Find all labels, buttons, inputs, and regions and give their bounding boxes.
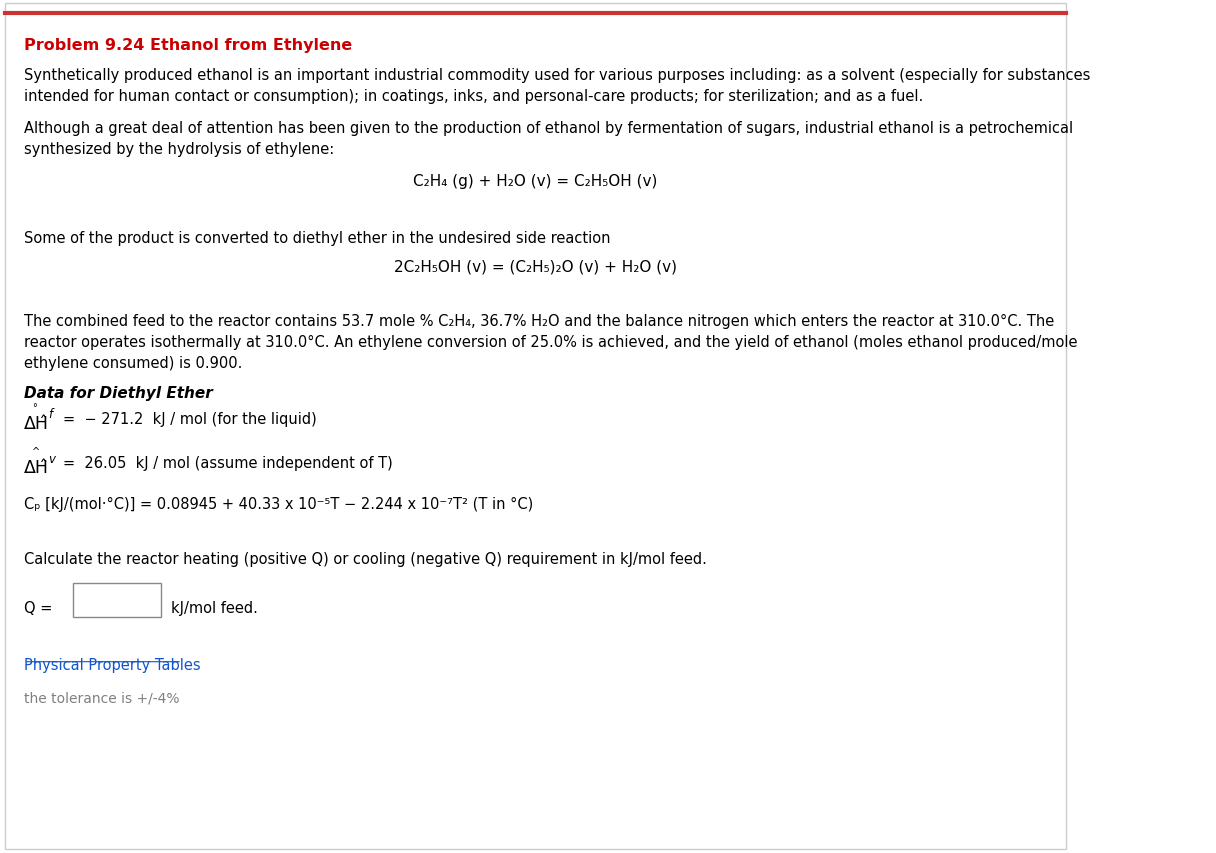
Text: ^: ^ xyxy=(32,447,40,457)
Text: ΔĤ: ΔĤ xyxy=(23,415,49,432)
Text: kJ/mol feed.: kJ/mol feed. xyxy=(171,601,258,616)
Text: =  26.05  kJ / mol (assume independent of T): = 26.05 kJ / mol (assume independent of … xyxy=(63,456,393,471)
Text: Physical Property Tables: Physical Property Tables xyxy=(23,657,201,672)
Text: the tolerance is +/-4%: the tolerance is +/-4% xyxy=(23,691,179,705)
Text: Although a great deal of attention has been given to the production of ethanol b: Although a great deal of attention has b… xyxy=(23,121,1073,157)
Text: ΔĤ: ΔĤ xyxy=(23,459,49,477)
Text: °: ° xyxy=(32,403,36,413)
Text: 2C₂H₅OH (v) = (C₂H₅)₂O (v) + H₂O (v): 2C₂H₅OH (v) = (C₂H₅)₂O (v) + H₂O (v) xyxy=(394,259,677,275)
Text: f: f xyxy=(49,408,52,421)
Text: Data for Diethyl Ether: Data for Diethyl Ether xyxy=(23,386,213,401)
Text: Q =: Q = xyxy=(23,601,57,616)
Text: Calculate the reactor heating (positive Q) or cooling (negative Q) requirement i: Calculate the reactor heating (positive … xyxy=(23,551,706,566)
Text: The combined feed to the reactor contains 53.7 mole % C₂H₄, 36.7% H₂O and the ba: The combined feed to the reactor contain… xyxy=(23,314,1077,371)
Text: Cₚ [kJ/(mol·°C)] = 0.08945 + 40.33 x 10⁻⁵T − 2.244 x 10⁻⁷T² (T in °C): Cₚ [kJ/(mol·°C)] = 0.08945 + 40.33 x 10⁻… xyxy=(23,496,533,512)
Text: C₂H₄ (g) + H₂O (v) = C₂H₅OH (v): C₂H₄ (g) + H₂O (v) = C₂H₅OH (v) xyxy=(413,174,658,189)
FancyBboxPatch shape xyxy=(73,583,161,618)
Text: Some of the product is converted to diethyl ether in the undesired side reaction: Some of the product is converted to diet… xyxy=(23,230,610,246)
Text: v: v xyxy=(49,452,55,465)
Text: Synthetically produced ethanol is an important industrial commodity used for var: Synthetically produced ethanol is an imp… xyxy=(23,68,1090,104)
FancyBboxPatch shape xyxy=(5,4,1066,849)
Text: Problem 9.24 Ethanol from Ethylene: Problem 9.24 Ethanol from Ethylene xyxy=(23,38,351,53)
Text: =  − 271.2  kJ / mol (for the liquid): = − 271.2 kJ / mol (for the liquid) xyxy=(63,411,317,426)
